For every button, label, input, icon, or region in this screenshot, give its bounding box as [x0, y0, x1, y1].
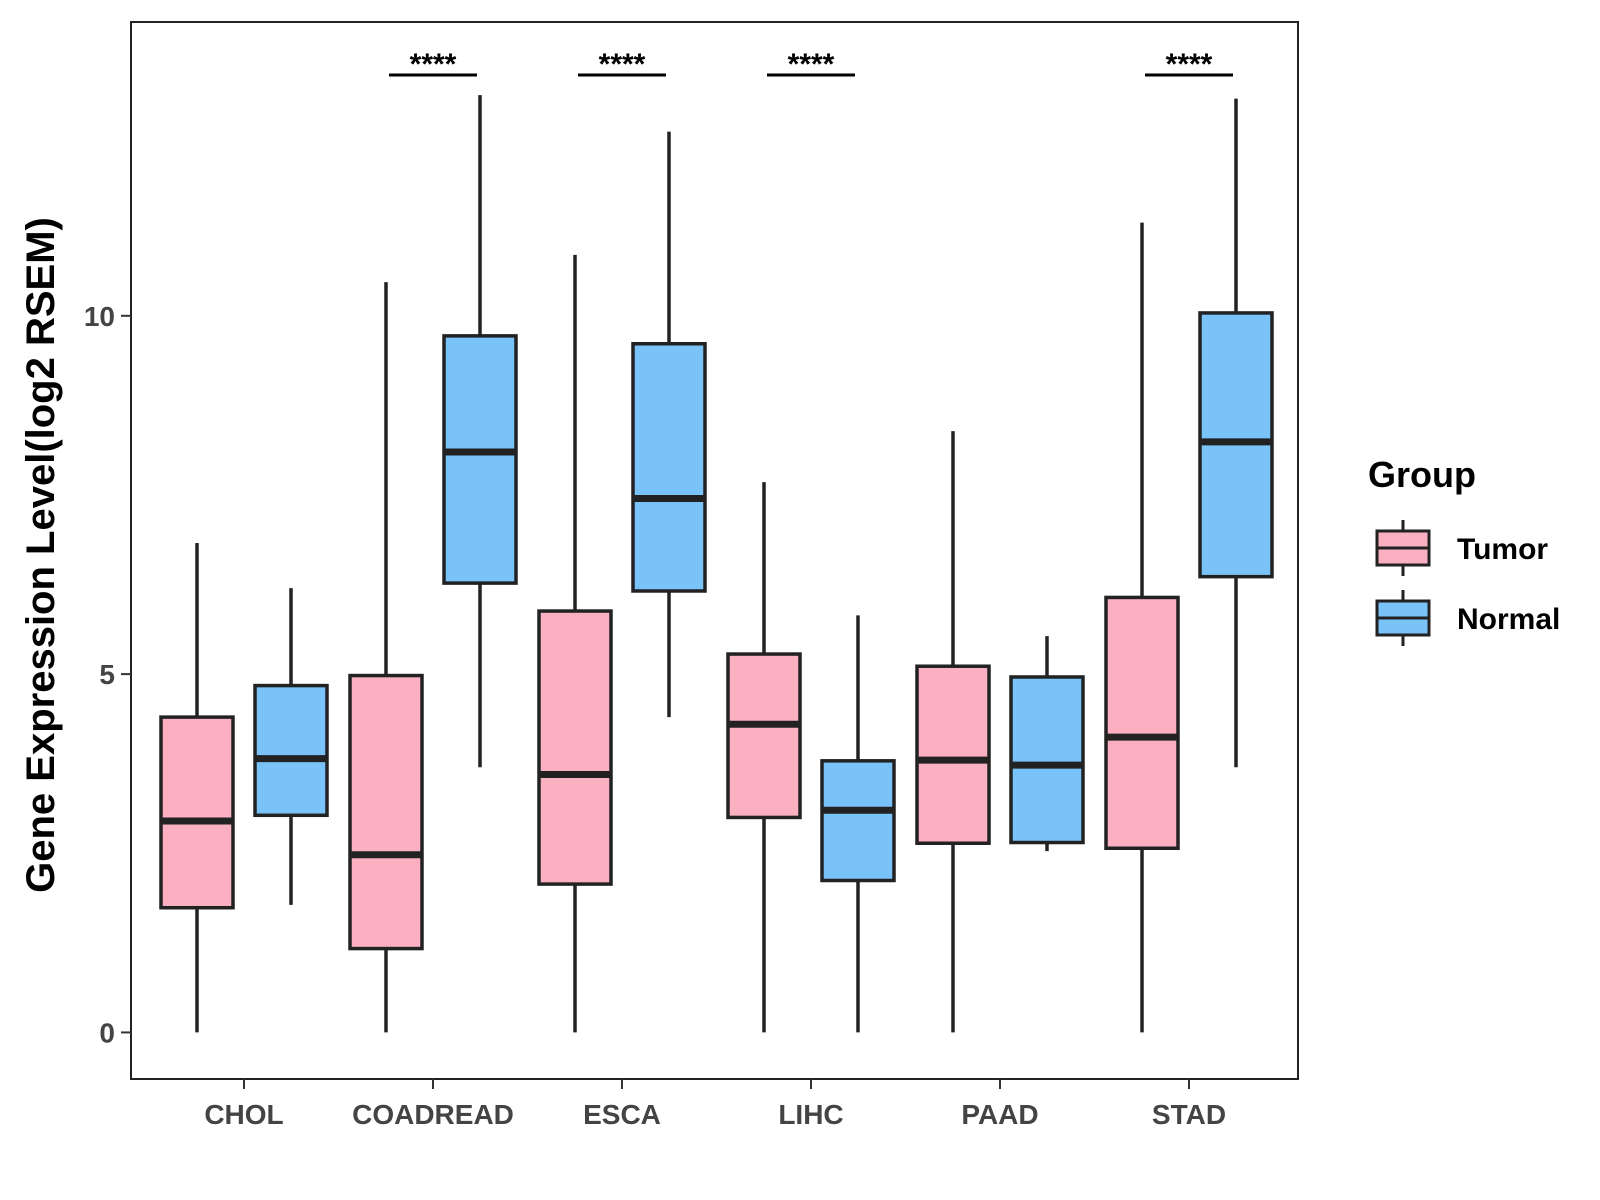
box-body	[915, 664, 991, 845]
significance-label: ****	[788, 48, 835, 81]
x-tick-label: PAAD	[961, 1099, 1038, 1130]
x-tick-label: LIHC	[778, 1099, 843, 1130]
significance-layer: **** **** **** ****	[389, 48, 1233, 81]
box-body	[253, 683, 329, 818]
x-tick-label: ESCA	[583, 1099, 661, 1130]
box-tumor-paad	[915, 431, 991, 1033]
legend: Group Tumor Normal	[1368, 454, 1560, 646]
significance-annotation: ****	[578, 48, 666, 81]
y-axis: 0 5 10	[84, 301, 131, 1048]
y-tick-label: 10	[84, 301, 115, 332]
box-body	[159, 715, 235, 910]
box-normal-chol	[253, 588, 329, 905]
box-tumor-lihc	[726, 482, 802, 1033]
box-body	[1009, 675, 1085, 845]
box-body	[1104, 595, 1180, 851]
y-tick-label: 0	[99, 1017, 115, 1048]
box-body	[537, 609, 613, 886]
significance-annotation: ****	[389, 48, 477, 81]
box-tumor-chol	[159, 542, 235, 1033]
box-normal-stad	[1198, 98, 1274, 768]
legend-title: Group	[1368, 454, 1476, 495]
legend-label: Tumor	[1457, 533, 1548, 566]
box-body	[631, 342, 707, 593]
x-axis: CHOL COADREAD ESCA LIHC PAAD STAD	[204, 1079, 1226, 1130]
significance-label: ****	[599, 48, 646, 81]
legend-item-normal: Normal	[1375, 590, 1560, 646]
box-tumor-stad	[1104, 222, 1180, 1033]
boxes-layer	[159, 95, 1274, 1033]
box-tumor-coadread	[348, 282, 424, 1033]
box-normal-esca	[631, 131, 707, 718]
legend-item-tumor: Tumor	[1375, 520, 1548, 576]
box-normal-coadread	[442, 95, 518, 768]
legend-label: Normal	[1457, 603, 1560, 636]
box-body	[726, 652, 802, 820]
box-tumor-esca	[537, 254, 613, 1033]
significance-annotation: ****	[767, 48, 855, 81]
box-normal-lihc	[820, 615, 896, 1033]
y-axis-title: Gene Expression Level(log2 RSEM)	[19, 217, 63, 893]
box-body	[442, 334, 518, 585]
plot-panel-border	[130, 21, 1299, 1080]
box-normal-paad	[1009, 636, 1085, 852]
x-tick-label: COADREAD	[352, 1099, 514, 1130]
x-tick-label: STAD	[1152, 1099, 1226, 1130]
significance-annotation: ****	[1145, 48, 1233, 81]
box-body	[820, 759, 896, 883]
significance-label: ****	[1166, 48, 1213, 81]
box-body	[348, 673, 424, 951]
significance-label: ****	[410, 48, 457, 81]
y-tick-label: 5	[99, 659, 115, 690]
x-tick-label: CHOL	[204, 1099, 283, 1130]
